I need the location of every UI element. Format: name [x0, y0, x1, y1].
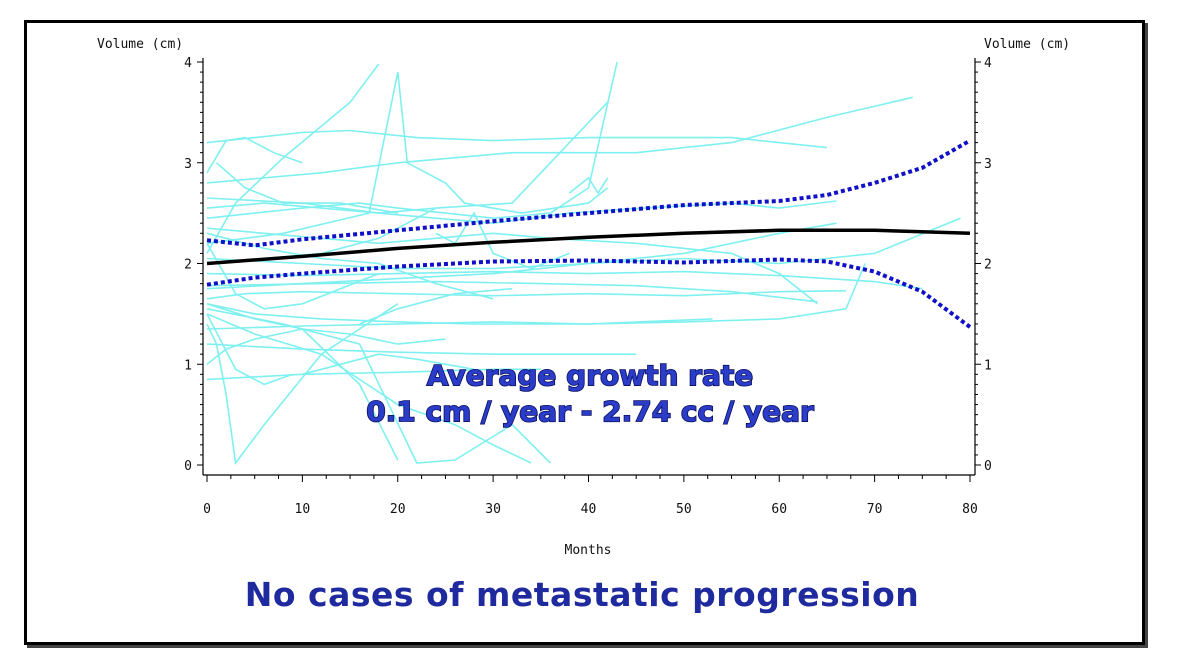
y-tick-label-left: 0: [184, 459, 192, 474]
y-tick-label-right: 2: [984, 258, 992, 273]
individual-series-line: [206, 313, 532, 464]
mean-line: [206, 228, 971, 266]
x-tick-label: 80: [962, 502, 978, 517]
individual-series-line: [206, 136, 303, 174]
individual-series-line: [568, 176, 609, 195]
x-tick-label: 60: [771, 502, 787, 517]
individual-series-line: [206, 232, 494, 300]
individual-series-line: [215, 162, 398, 214]
ci-lower-line: [206, 257, 972, 329]
y-tick-label-left: 2: [184, 258, 192, 273]
y-tick-label-left: 3: [184, 157, 192, 172]
x-tick-label: 0: [203, 502, 211, 517]
x-tick-label: 50: [676, 502, 692, 517]
individual-series-line: [206, 343, 637, 356]
x-tick-label: 40: [581, 502, 597, 517]
individual-series-group: [206, 61, 961, 466]
y-tick-label-right: 4: [984, 56, 992, 71]
x-tick-label: 20: [390, 502, 406, 517]
individual-series-line: [206, 217, 961, 270]
individual-series-line: [435, 211, 570, 270]
individual-series-line: [206, 303, 399, 461]
y-axis-label-right: Volume (cm): [984, 37, 1070, 52]
y-axis-label-left: Volume (cm): [97, 37, 183, 52]
individual-series-line: [206, 303, 713, 325]
x-axis-label: Months: [565, 543, 612, 558]
individual-series-line: [206, 96, 913, 184]
axes: 0 01 12 23 34 40 10 20 30 40 50 60 70 80: [184, 56, 992, 517]
individual-series-line: [302, 353, 475, 376]
individual-series-line: [206, 368, 541, 381]
individual-series-line: [206, 129, 827, 149]
y-tick-label-left: 4: [184, 56, 192, 71]
x-tick-label: 10: [295, 502, 311, 517]
x-tick-label: 30: [485, 502, 501, 517]
individual-series-line: [206, 280, 818, 303]
individual-series-line: [206, 289, 847, 300]
statistical-series-group: [206, 138, 972, 329]
ci-upper-line: [206, 138, 971, 248]
individual-series-line: [206, 61, 618, 220]
annotation-line-2: 0.1 cm / year - 2.74 cc / year: [366, 395, 814, 428]
annotation-line-1: Average growth rate: [427, 359, 754, 392]
individual-series-line: [206, 270, 923, 290]
y-tick-label-left: 1: [184, 358, 192, 373]
individual-series-line: [206, 308, 551, 464]
individual-series-line: [206, 71, 609, 245]
x-tick-label: 70: [867, 502, 883, 517]
individual-series-line: [206, 63, 380, 254]
y-tick-label-right: 0: [984, 459, 992, 474]
footer-text: No cases of metastatic progression: [245, 575, 920, 614]
y-tick-label-right: 3: [984, 157, 992, 172]
y-tick-label-right: 1: [984, 358, 992, 373]
individual-series-line: [206, 222, 837, 290]
individual-series-line: [359, 287, 513, 325]
